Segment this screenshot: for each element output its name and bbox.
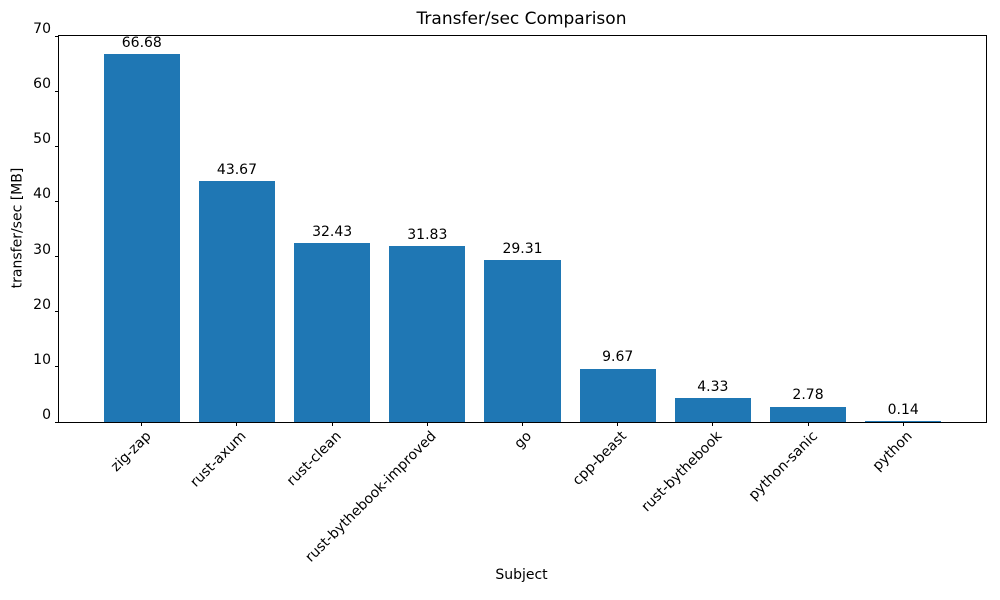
x-tick-mark: [522, 422, 523, 426]
bar-value-label: 31.83: [407, 227, 448, 244]
y-tick-label: 10: [33, 351, 51, 368]
x-axis-label: Subject: [495, 567, 548, 583]
x-tick-label-rust-clean: rust-clean: [283, 428, 345, 490]
bar-value-label: 2.78: [792, 387, 824, 404]
x-tick-mark: [236, 422, 238, 426]
y-tick-mark: [55, 421, 59, 423]
bar-rust-bythebook-improved: [389, 246, 466, 422]
x-tick-mark: [617, 422, 619, 426]
bar-rust-clean: [294, 243, 371, 422]
bar-value-label: 4.33: [697, 378, 729, 395]
x-tick-label-zig-zap: zig-zap: [107, 428, 155, 475]
x-tick-mark: [902, 422, 904, 426]
bar-rust-bythebook: [674, 398, 751, 422]
x-tick-label-python-sanic: python-sanic: [745, 428, 821, 504]
y-tick-mark: [55, 35, 59, 37]
bar-go: [484, 260, 561, 422]
bar-value-label: 43.67: [216, 161, 258, 178]
x-tick-label-rust-axum: rust-axum: [187, 428, 250, 491]
x-tick-mark: [807, 422, 809, 426]
x-tick-mark: [141, 422, 143, 426]
y-tick-mark: [55, 366, 59, 368]
y-axis-label-container: transfer/sec [MB]: [2, 35, 32, 421]
bar-cpp-beast: [579, 368, 656, 422]
x-tick-mark: [331, 422, 333, 426]
bar-value-label: 66.68: [121, 34, 162, 51]
y-tick-mark: [55, 145, 59, 147]
bar-value-label: 29.31: [502, 241, 543, 257]
y-tick-mark: [55, 256, 59, 258]
plot-area: 0 10 20 30 40 50 60 70 66.68 zig-zap 43.67 rust-axu…: [33, 22, 987, 565]
y-tick-label: 60: [33, 76, 51, 93]
chart-title: Transfer/sec Comparison: [416, 9, 627, 29]
x-tick-label-go: go: [511, 428, 536, 452]
bar-zig-zap: [103, 54, 180, 422]
y-axis-label: transfer/sec [MB]: [9, 167, 26, 289]
bar-value-label: 9.67: [602, 349, 634, 366]
y-tick-mark: [55, 200, 59, 202]
y-tick-label: 40: [33, 186, 51, 203]
y-tick-mark: [55, 90, 59, 92]
x-tick-label-rust-bythebook: rust-bythebook: [638, 428, 726, 516]
y-tick-mark: [55, 311, 59, 313]
y-tick-label: 0: [42, 407, 51, 423]
x-tick-mark: [426, 422, 428, 426]
x-tick-label-cpp-beast: cpp-beast: [569, 428, 631, 489]
x-tick-mark: [712, 422, 714, 426]
y-tick-label: 70: [33, 21, 51, 37]
y-tick-label: 50: [33, 131, 51, 148]
bar-python-sanic: [769, 406, 847, 422]
bar-python: [865, 421, 942, 422]
bar-value-label: 0.14: [887, 401, 919, 418]
bar-value-label: 32.43: [312, 223, 353, 240]
bar-rust-axum: [198, 181, 276, 422]
x-tick-label-python: python: [869, 428, 916, 475]
y-tick-label: 20: [33, 296, 51, 313]
y-tick-label: 30: [33, 241, 51, 258]
